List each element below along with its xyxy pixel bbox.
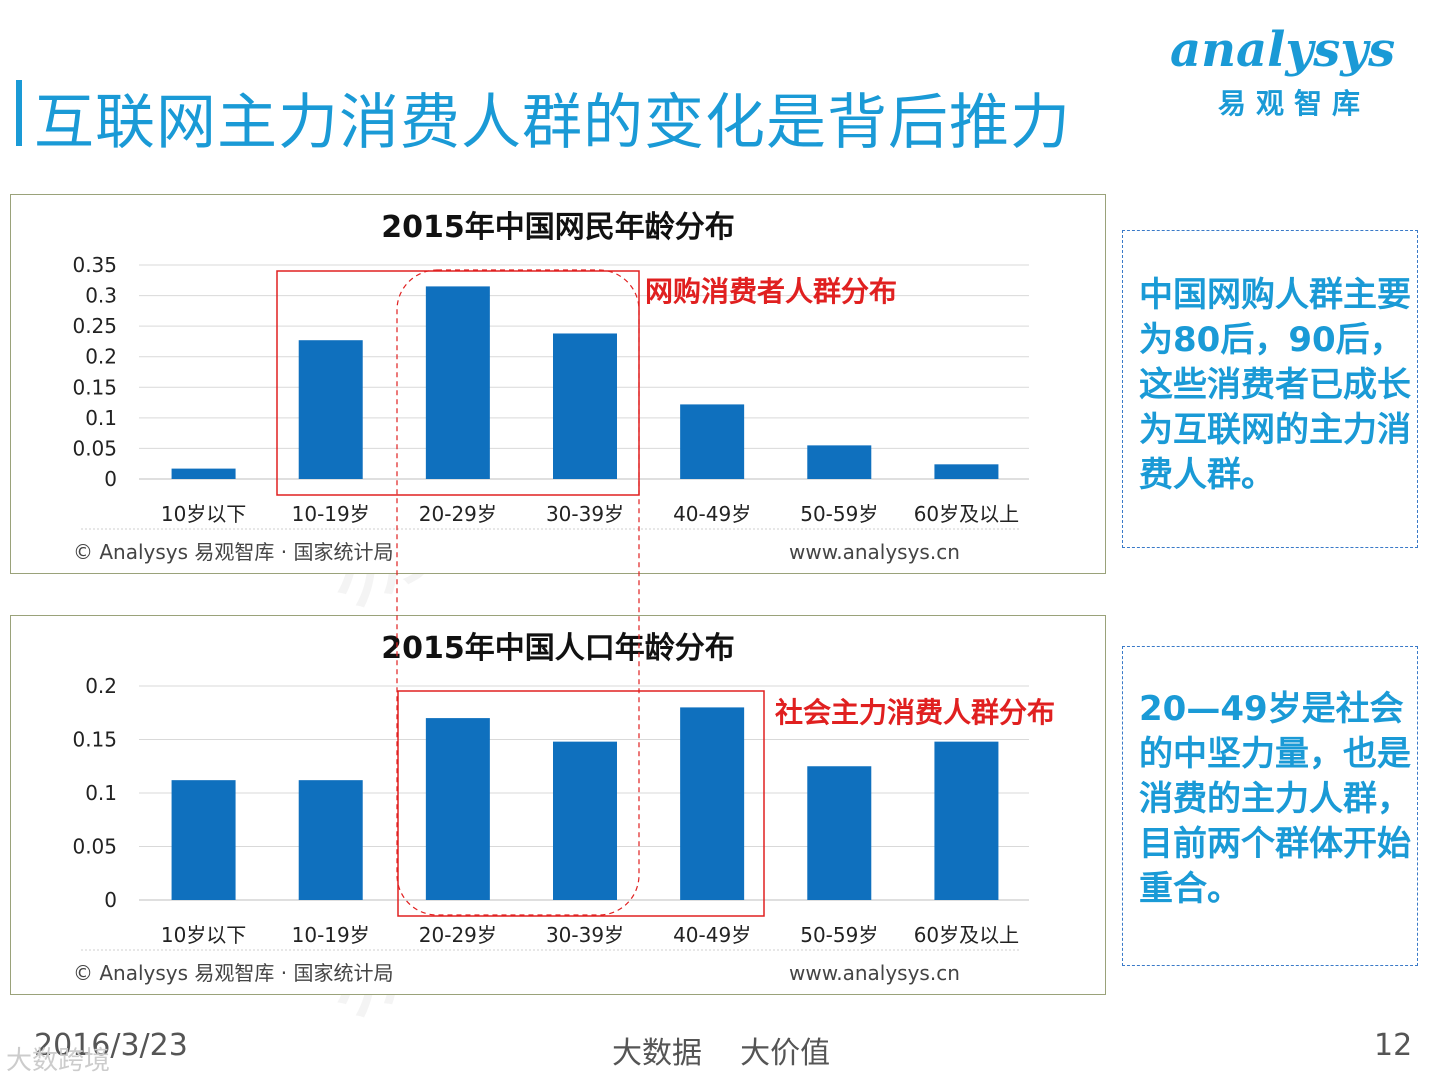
overlap-dashed-outline (396, 269, 640, 916)
netizen-age-chart: 2015年中国网民年龄分布 0 0.05 0.1 0.15 0.2 0.25 0.3 0.35 1… (72, 210, 1029, 564)
y-tick-label: 0 (104, 888, 117, 912)
x-tick-label: 10岁以下 (161, 502, 246, 526)
footer-slogan: 大数据 大价值 (612, 1036, 831, 1071)
note-box-bottom: 20—49岁是社会的中坚力量，也是消费的主力人群，目前两个群体开始重合。 (1122, 646, 1418, 966)
y-tick-label: 0.25 (72, 314, 117, 338)
chart-title: 2015年中国人口年龄分布 (381, 631, 735, 666)
chart-panel-population-age: 2015年中国人口年龄分布 0 0.05 0.1 0.15 0.2 10岁以下 10-19岁 2… (10, 615, 1106, 995)
y-tick-label: 0.1 (85, 406, 117, 430)
footer-date: 2016/3/23 (34, 1028, 188, 1063)
x-tick-label: 50-59岁 (800, 502, 878, 526)
bar (553, 741, 617, 900)
x-tick-label: 20-29岁 (419, 923, 497, 947)
note-box-top: 中国网购人群主要为80后，90后，这些消费者已成长为互联网的主力消费人群。 (1122, 230, 1418, 548)
y-tick-label: 0.15 (72, 375, 117, 399)
bar (425, 286, 490, 479)
bar (680, 707, 745, 900)
x-tick-label: 20-29岁 (419, 502, 497, 526)
x-tick-label: 50-59岁 (800, 923, 878, 947)
note-text-bottom: 20—49岁是社会的中坚力量，也是消费的主力人群，目前两个群体开始重合。 (1139, 689, 1411, 909)
page-title: 互联网主力消费人群的变化是背后推力 (34, 88, 1071, 158)
y-tick-label: 0.1 (85, 781, 117, 805)
y-tick-label: 0.05 (72, 835, 117, 859)
note-text-top: 中国网购人群主要为80后，90后，这些消费者已成长为互联网的主力消费人群。 (1139, 275, 1411, 495)
x-tick-label: 30-39岁 (546, 923, 624, 947)
x-tick-label: 30-39岁 (546, 502, 624, 526)
x-tick-label: 10-19岁 (292, 923, 370, 947)
bar (934, 464, 999, 479)
x-tick-label: 40-49岁 (673, 502, 751, 526)
population-age-chart: 2015年中国人口年龄分布 0 0.05 0.1 0.15 0.2 10岁以下 10-19岁 2… (72, 631, 1055, 985)
bar (298, 340, 363, 479)
bar (553, 333, 617, 479)
logo-subtitle: 易观智库 (1218, 87, 1371, 120)
bar (680, 404, 745, 479)
x-tick-label: 10岁以下 (161, 923, 246, 947)
bar (171, 780, 236, 900)
x-tick-label: 40-49岁 (673, 923, 751, 947)
site-label: www.analysys.cn (789, 961, 960, 985)
y-tick-label: 0.05 (72, 436, 117, 460)
bar (807, 766, 872, 900)
y-tick-label: 0.15 (72, 728, 117, 752)
highlight-annotation: 社会主力消费人群分布 (775, 696, 1055, 729)
bar (807, 445, 872, 479)
x-tick-label: 60岁及以上 (914, 502, 1019, 526)
site-label: www.analysys.cn (789, 540, 960, 564)
source-label: © Analysys 易观智库 · 国家统计局 (73, 961, 393, 985)
chart-panel-netizen-age: 2015年中国网民年龄分布 0 0.05 0.1 0.15 0.2 0.25 0.3 0.35 1… (10, 194, 1106, 574)
corner-watermark: 大数跨境 (6, 1046, 111, 1076)
analysys-logo: analysys 易观智库 (1170, 22, 1420, 122)
y-tick-label: 0.2 (85, 674, 117, 698)
page-number: 12 (1374, 1028, 1413, 1063)
source-label: © Analysys 易观智库 · 国家统计局 (73, 540, 393, 564)
y-tick-label: 0.35 (72, 253, 117, 277)
y-tick-label: 0 (104, 467, 117, 491)
highlight-box (397, 690, 765, 917)
y-tick-label: 0.3 (85, 284, 117, 308)
logo-wordmark: analysys (1170, 22, 1396, 78)
x-tick-label: 10-19岁 (292, 502, 370, 526)
x-tick-label: 60岁及以上 (914, 923, 1019, 947)
chart-title: 2015年中国网民年龄分布 (381, 210, 735, 245)
bar (171, 468, 236, 479)
bar (298, 780, 363, 900)
highlight-annotation: 网购消费者人群分布 (645, 275, 897, 308)
bar (425, 718, 490, 900)
y-tick-label: 0.2 (85, 345, 117, 369)
bar (934, 741, 999, 900)
title-accent-bar (16, 80, 22, 146)
